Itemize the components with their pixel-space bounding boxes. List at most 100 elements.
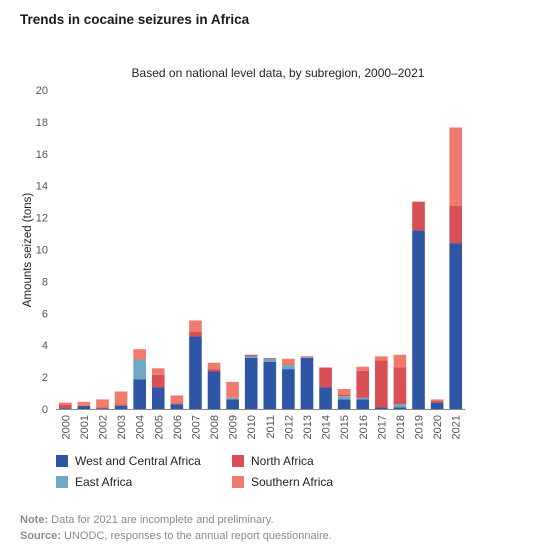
x-tick-label: 2003 [116, 415, 128, 439]
bars [58, 127, 463, 409]
bar-segment [356, 397, 370, 400]
bar-segment [263, 357, 277, 359]
bar-segment [282, 358, 295, 365]
legend-label: West and Central Africa [75, 454, 201, 468]
bar-segment [207, 362, 221, 370]
legend-item: East Africa [56, 475, 132, 489]
y-axis: 0 2 4 6 8 10 12 14 16 18 20 [36, 85, 48, 416]
bar-segment [170, 404, 184, 409]
bar-segment [244, 354, 258, 357]
y-tick-label: 18 [36, 117, 48, 129]
legend-swatch [56, 476, 68, 488]
x-tick-label: 2011 [265, 415, 277, 439]
bar-segment [449, 243, 463, 409]
bar-segment [96, 407, 109, 409]
bar-segment [449, 127, 463, 206]
bar-segment [114, 405, 128, 409]
y-tick-label: 16 [36, 149, 48, 161]
bar-segment [375, 356, 388, 361]
x-tick-label: 2016 [358, 415, 370, 439]
bar-segment [337, 396, 351, 400]
bar-segment [114, 391, 128, 405]
bar-segment [77, 401, 91, 406]
note-line: Note: Data for 2021 are incomplete and p… [20, 512, 332, 528]
x-tick-label: 2013 [302, 415, 314, 439]
bar-segment [300, 356, 314, 358]
bar-segment [226, 399, 239, 409]
bar-segment [300, 357, 314, 358]
bar-segment [133, 359, 146, 380]
x-tick-label: 2008 [209, 415, 221, 439]
bar-segment [244, 357, 258, 409]
x-tick-label: 2006 [172, 415, 184, 439]
bar-segment [77, 405, 91, 409]
bar-segment [133, 379, 146, 409]
x-tick-label: 2004 [135, 415, 147, 439]
bar-segment [337, 394, 351, 397]
y-tick-label: 12 [36, 213, 48, 225]
x-tick-label: 2015 [339, 415, 351, 439]
y-tick-label: 14 [36, 181, 48, 193]
bar-segment [58, 405, 72, 409]
bar-segment [96, 408, 109, 409]
bar-segment [170, 403, 184, 405]
x-tick-label: 2010 [246, 415, 258, 439]
y-tick-label: 4 [42, 340, 48, 352]
legend-label: Southern Africa [251, 475, 334, 489]
bar-segment [430, 402, 444, 409]
x-tick-label: 2000 [60, 415, 72, 439]
bar-segment [356, 399, 370, 409]
bar-segment [319, 367, 332, 388]
bar-segment [449, 205, 463, 244]
bar-segment [151, 368, 165, 375]
bar-segment [282, 365, 295, 370]
y-tick-label: 10 [36, 245, 48, 257]
legend-swatch [56, 455, 68, 467]
bar-segment [263, 358, 277, 362]
x-tick-label: 2020 [432, 415, 444, 439]
x-tick-label: 2001 [79, 415, 91, 439]
chart-subtitle: Based on national level data, by subregi… [131, 66, 425, 80]
bar-segment [133, 349, 146, 360]
bar-segment [337, 389, 351, 395]
x-tick-label: 2019 [414, 415, 426, 439]
y-tick-label: 20 [36, 85, 48, 97]
x-tick-label: 2021 [451, 415, 463, 439]
legend-item: West and Central Africa [56, 454, 201, 468]
note-label: Note: [20, 514, 49, 526]
bar-segment [430, 399, 444, 402]
legend-swatch [232, 455, 244, 467]
x-tick-label: 2014 [321, 415, 333, 439]
x-tick-label: 2002 [97, 415, 109, 439]
x-tick-label: 2017 [376, 415, 388, 439]
bar-segment [430, 401, 444, 403]
bar-segment [337, 399, 351, 409]
y-tick-label: 8 [42, 276, 48, 288]
bar-segment [393, 404, 407, 408]
chart-title: Trends in cocaine seizures in Africa [20, 12, 250, 27]
legend-swatch [232, 476, 244, 488]
bar-segment [412, 230, 425, 409]
bar-segment [375, 360, 388, 408]
bar-segment [189, 336, 202, 409]
bar-segment [282, 364, 295, 366]
legend-item: Southern Africa [232, 475, 333, 489]
bar-segment [263, 361, 277, 409]
bar-segment [207, 369, 221, 372]
legend-label: East Africa [75, 475, 133, 489]
x-tick-label: 2009 [228, 415, 240, 439]
bar-segment [170, 395, 184, 404]
bar-segment [151, 387, 165, 409]
bar-segment [151, 374, 165, 388]
source-line: Source: UNODC, responses to the annual r… [20, 528, 332, 544]
source-text: UNODC, responses to the annual report qu… [64, 530, 332, 542]
bar-segment [114, 404, 128, 406]
bar-segment [226, 381, 239, 398]
x-tick-label: 2012 [283, 415, 295, 439]
bar-segment [319, 387, 332, 409]
bar-segment [96, 399, 109, 408]
note-text: Data for 2021 are incomplete and prelimi… [51, 514, 274, 526]
bar-segment [393, 367, 407, 405]
bar-segment [356, 370, 370, 398]
bar-segment [244, 356, 258, 358]
